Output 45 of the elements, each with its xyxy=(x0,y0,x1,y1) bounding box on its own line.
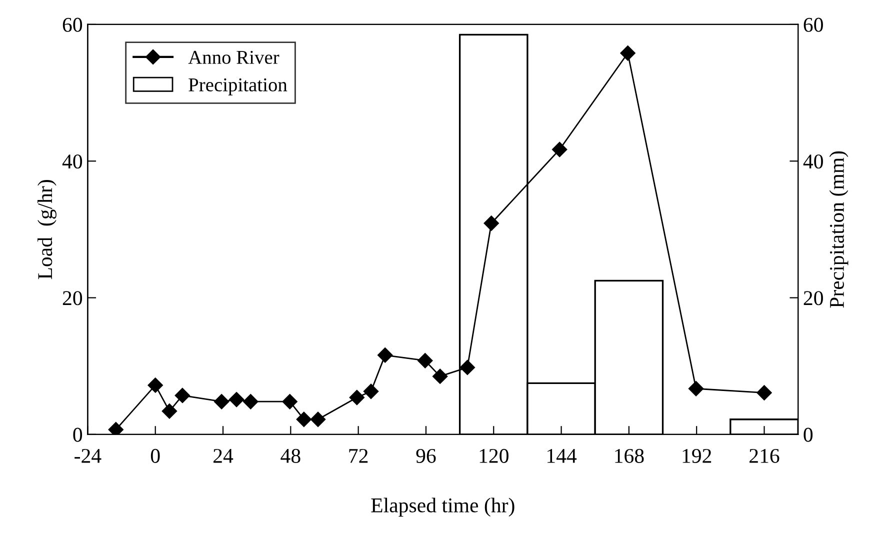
y-tick-label: 40 xyxy=(62,154,82,169)
y-tick-label: 20 xyxy=(62,291,82,306)
point xyxy=(756,385,772,400)
x-tick-label: 192 xyxy=(682,448,712,463)
point xyxy=(418,353,433,368)
point xyxy=(460,360,475,376)
y2-axis-title: Precipitation (mm) xyxy=(829,151,848,308)
x-tick-label: 144 xyxy=(547,448,577,463)
point xyxy=(620,46,636,61)
x-tick-label: 120 xyxy=(480,448,508,463)
point xyxy=(349,390,364,406)
point xyxy=(552,142,568,158)
y2-tick-label: 60 xyxy=(804,18,823,32)
x-tick-label: 168 xyxy=(615,448,644,463)
point xyxy=(214,394,230,410)
point xyxy=(484,216,499,231)
point xyxy=(688,381,704,396)
y2-tick-label: 0 xyxy=(804,428,813,442)
x-axis-title: Elapsed time (hr) xyxy=(371,498,514,517)
point xyxy=(228,392,244,408)
y-axis-title: Load (g/hr) xyxy=(38,180,56,280)
x-tick-label: 24 xyxy=(214,448,234,463)
legend-label: Anno River xyxy=(188,50,280,64)
x-tick-label: 96 xyxy=(416,448,436,463)
x-tick-label: 0 xyxy=(150,448,160,463)
point xyxy=(363,384,379,399)
point xyxy=(174,388,190,404)
point xyxy=(378,348,393,363)
y2-tick-label: 20 xyxy=(804,291,823,306)
x-tick-label: 216 xyxy=(750,448,780,463)
point xyxy=(282,394,298,410)
y-tick-label: 0 xyxy=(73,428,82,442)
point xyxy=(243,394,258,410)
legend-label: Precipitation xyxy=(188,78,288,96)
point xyxy=(148,378,163,393)
point xyxy=(310,412,326,427)
y2-tick-label: 40 xyxy=(803,154,823,169)
y-tick-label: 60 xyxy=(62,18,82,32)
point xyxy=(296,412,312,427)
point xyxy=(432,368,448,384)
point xyxy=(108,422,124,434)
x-tick-label: 48 xyxy=(280,448,300,463)
x-tick-label: 72 xyxy=(349,448,368,463)
x-tick-label: -24 xyxy=(74,448,102,463)
point xyxy=(162,404,178,419)
